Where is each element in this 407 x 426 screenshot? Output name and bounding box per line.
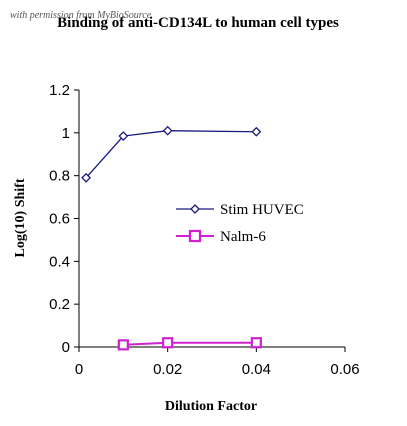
y-tick-label: 0.4 (49, 253, 70, 270)
data-point-nalm-6 (162, 337, 174, 349)
x-tick-label: 0.02 (153, 361, 182, 378)
legend-label-nalm-6: Nalm-6 (220, 229, 266, 245)
series-line-stim-huvec (85, 130, 257, 179)
data-point-stim-huvec (81, 172, 92, 183)
x-tick-label: 0 (75, 361, 83, 378)
y-tick-label: 0 (62, 339, 70, 356)
data-point-stim-huvec (118, 131, 129, 141)
legend-marker-nalm-6 (188, 229, 202, 243)
y-tick-label: 0.8 (49, 168, 70, 185)
data-point-nalm-6 (250, 337, 262, 349)
series-line-nalm-6 (123, 341, 257, 346)
y-axis-label: Log(10) Shift (13, 178, 28, 257)
data-point-nalm-6 (117, 339, 129, 351)
chart-title: Binding of anti-CD134L to human cell typ… (57, 15, 339, 31)
legend-marker-stim-huvec (190, 204, 200, 214)
y-tick-label: 1 (62, 125, 70, 142)
legend-label-stim-huvec: Stim HUVEC (220, 202, 304, 218)
y-tick-label: 1.2 (49, 82, 70, 99)
legend: Stim HUVEC Nalm-6 (176, 202, 304, 245)
x-tick-label: 0.04 (242, 361, 271, 378)
y-tick-label: 0.6 (49, 211, 70, 228)
plot-area: 0 0.2 0.4 0.6 0.8 1 1.2 0 0.02 0.04 0.06 (49, 82, 359, 378)
data-point-stim-huvec (251, 126, 262, 137)
y-tick-label: 0.2 (49, 296, 70, 313)
x-axis-label: Dilution Factor (165, 399, 257, 414)
x-tick-label: 0.06 (330, 361, 359, 378)
data-point-stim-huvec (162, 125, 173, 136)
watermark: with permission from MyBioSource (10, 10, 152, 21)
